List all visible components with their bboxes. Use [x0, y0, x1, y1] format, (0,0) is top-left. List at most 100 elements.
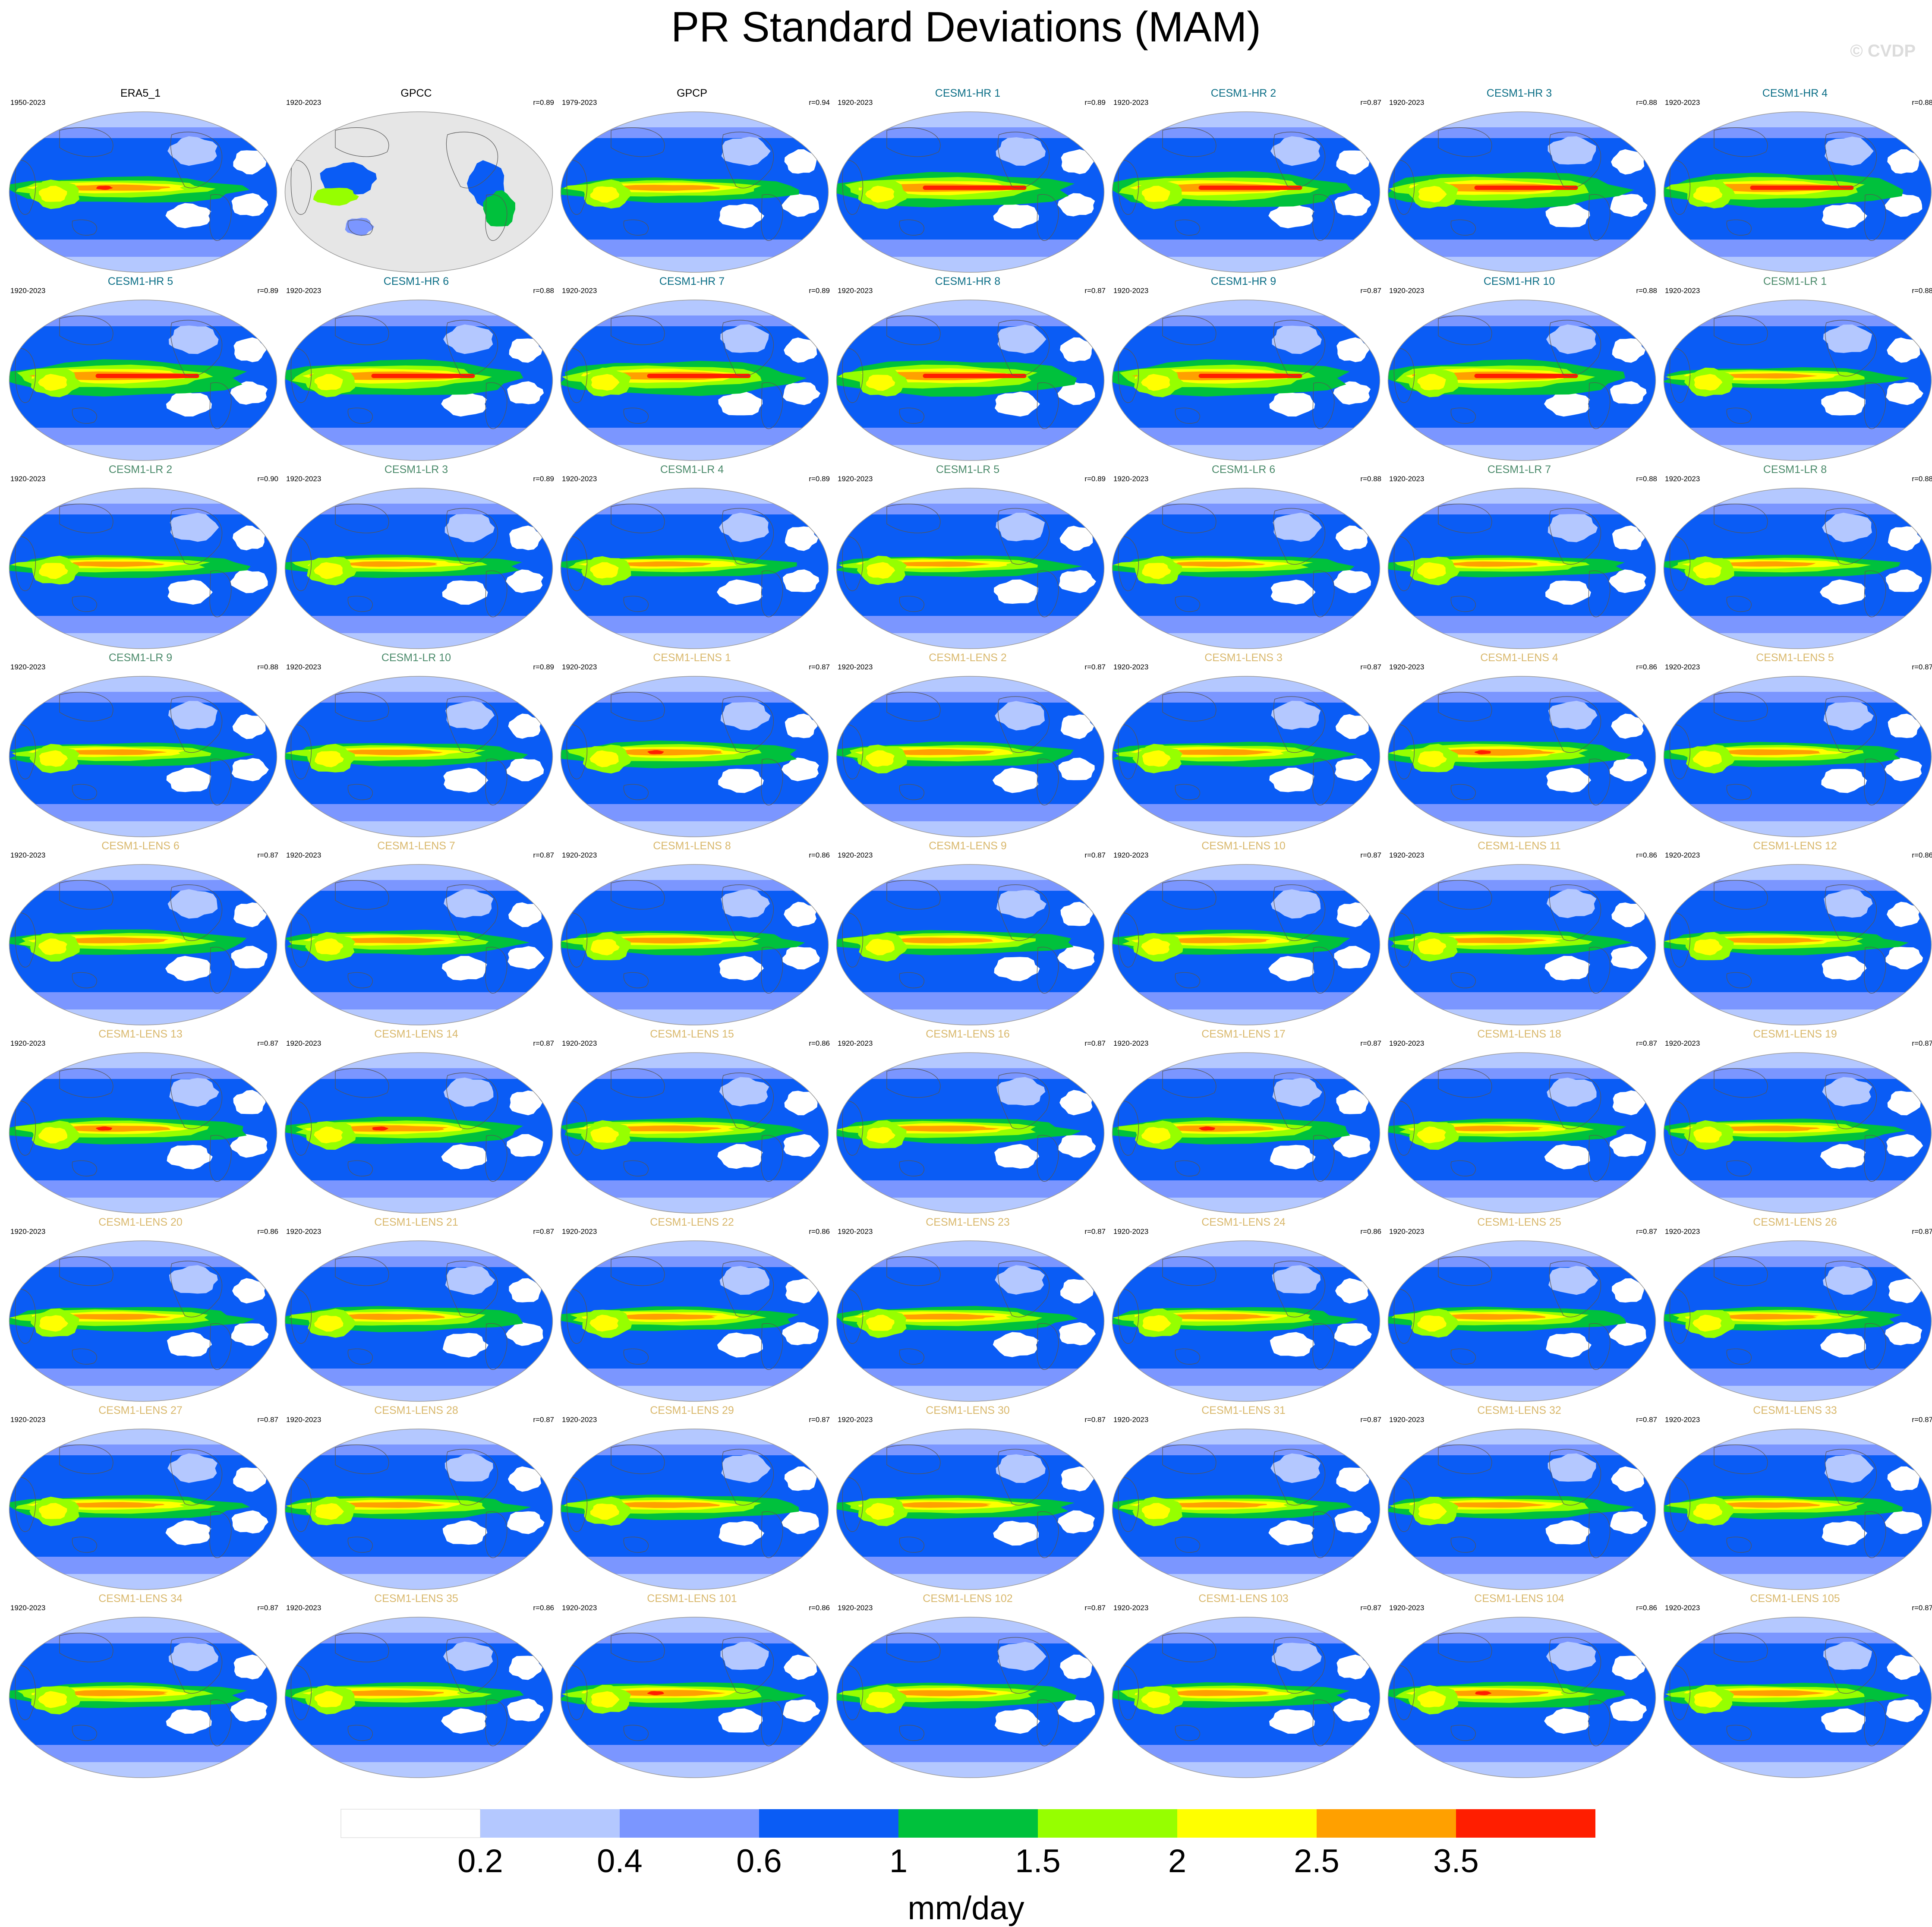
coast-south-america [485, 1323, 507, 1370]
dry-zone-n-africa [785, 713, 818, 738]
map-outline [9, 111, 277, 273]
panel-years: 1920-2023 [838, 1416, 873, 1424]
coast-australia [1726, 1536, 1752, 1553]
colorbar-swatch [1038, 1809, 1177, 1838]
warm-pool-core [314, 1126, 343, 1144]
precip-std-map [1387, 111, 1656, 273]
map-panel: CESM1-LENS 20 1920-2023 r=0.86 [3, 1216, 278, 1404]
panel-correlation: r=0.87 [257, 1604, 278, 1612]
dry-zone-se-pacific [1822, 203, 1867, 229]
precip-std-map [1387, 300, 1656, 461]
dry-zone-se-pacific [1820, 579, 1866, 605]
dry-zone-n-africa [1061, 1466, 1094, 1492]
coast-south-america [1037, 946, 1059, 994]
coast-north-america [170, 132, 223, 189]
coast-north-america [446, 1637, 498, 1694]
band-3.5 [647, 750, 664, 754]
coast-australia [72, 1536, 97, 1553]
band-3.5 [1474, 374, 1578, 378]
dry-zone-n-america [444, 889, 494, 918]
band-2.5 [335, 561, 438, 567]
dry-zone-n-africa [1611, 149, 1645, 175]
dry-zone-n-africa [1887, 1466, 1920, 1491]
precip-std-map [836, 676, 1105, 837]
band-3.5 [647, 374, 751, 378]
warm-pool-core [1417, 374, 1446, 391]
coast-asia [886, 880, 941, 910]
map-panel: CESM1-LR 3 1920-2023 r=0.89 [278, 464, 554, 652]
warm-pool-core [315, 751, 344, 767]
dry-zone-se-pacific [1822, 956, 1867, 981]
dry-zone-s-atlantic [506, 758, 544, 782]
dry-zone-n-africa [784, 1654, 817, 1680]
coast-north-america [997, 1261, 1050, 1318]
panel-years: 1920-2023 [10, 475, 46, 483]
dry-zone-se-pacific [1546, 1333, 1592, 1358]
coast-asia [59, 315, 113, 345]
panel-years: 1920-2023 [1665, 287, 1700, 295]
map-panel: CESM1-LENS 24 1920-2023 r=0.86 [1106, 1216, 1381, 1404]
panel-correlation: r=0.86 [809, 1227, 830, 1236]
dry-zone-n-america [1546, 889, 1597, 918]
band-3.5 [1750, 186, 1854, 190]
coast-asia [1162, 692, 1217, 722]
map-panel: CESM1-LENS 18 1920-2023 r=0.87 [1381, 1028, 1657, 1216]
precip-std-map [9, 864, 277, 1025]
map-outline [284, 300, 553, 461]
coast-north-america [1549, 1637, 1601, 1694]
coast-africa [566, 1289, 587, 1344]
coast-north-america [170, 1449, 223, 1506]
warm-pool-core [39, 1503, 67, 1519]
coast-north-america [1825, 508, 1877, 565]
dry-zone-s-atlantic [1610, 381, 1647, 404]
coast-australia [72, 596, 97, 612]
coast-australia [1726, 972, 1752, 988]
panel-correlation: r=0.86 [809, 1039, 830, 1047]
map-outline [560, 111, 829, 273]
panel-title: CESM1-LENS 35 [374, 1593, 458, 1605]
coast-australia [347, 1725, 373, 1741]
coast-asia [335, 880, 389, 910]
map-outline [1663, 864, 1932, 1025]
coast-africa [1669, 724, 1690, 779]
coast-north-america [1549, 1261, 1601, 1318]
dry-zone-n-america [1822, 1077, 1872, 1107]
dry-zone-s-atlantic [1886, 1134, 1923, 1157]
dry-zone-se-pacific [994, 957, 1040, 981]
map-panel: CESM1-LENS 35 1920-2023 r=0.86 [278, 1593, 554, 1781]
warm-pool-core [39, 186, 67, 202]
coast-north-america [722, 884, 774, 941]
dry-zone-se-pacific [1544, 1708, 1590, 1734]
panel-correlation: r=0.88 [1636, 98, 1657, 107]
panel-years: 1920-2023 [562, 1604, 597, 1612]
panel-correlation: r=0.86 [257, 1227, 278, 1236]
panel-title: CESM1-LENS 24 [1201, 1216, 1286, 1228]
coast-north-america [1825, 1637, 1877, 1694]
coast-africa [566, 160, 587, 215]
panel-title: CESM1-LENS 16 [926, 1028, 1010, 1040]
band-2.5 [885, 1502, 992, 1508]
band-2.5 [1436, 1314, 1546, 1320]
panel-correlation: r=0.87 [1912, 663, 1932, 671]
dry-zone-s-atlantic [782, 193, 819, 217]
dry-zone-se-pacific [1822, 1520, 1867, 1546]
warm-pool-core [1418, 938, 1447, 955]
band-2.5 [1715, 1690, 1825, 1696]
precip-std-map [284, 864, 553, 1025]
panel-title: CESM1-LR 8 [1763, 464, 1827, 476]
dry-zone-s-atlantic [783, 1699, 820, 1722]
dry-zone-n-africa [1612, 1090, 1645, 1116]
band-2.5 [1163, 1314, 1273, 1320]
dry-zone-n-africa [1612, 525, 1645, 550]
dry-zone-s-atlantic [1885, 757, 1922, 782]
coast-south-america [1312, 946, 1335, 994]
dry-zone-n-america [719, 1266, 770, 1295]
map-outline [9, 864, 277, 1025]
map-panel: CESM1-LR 7 1920-2023 r=0.88 [1381, 464, 1657, 652]
precip-std-map [284, 1617, 553, 1778]
coast-north-america [1273, 1072, 1326, 1129]
precip-std-map [1112, 488, 1380, 649]
panel-title: CESM1-LENS 17 [1201, 1028, 1286, 1040]
coast-north-america [170, 884, 223, 941]
dry-zone-n-america [1824, 136, 1874, 166]
